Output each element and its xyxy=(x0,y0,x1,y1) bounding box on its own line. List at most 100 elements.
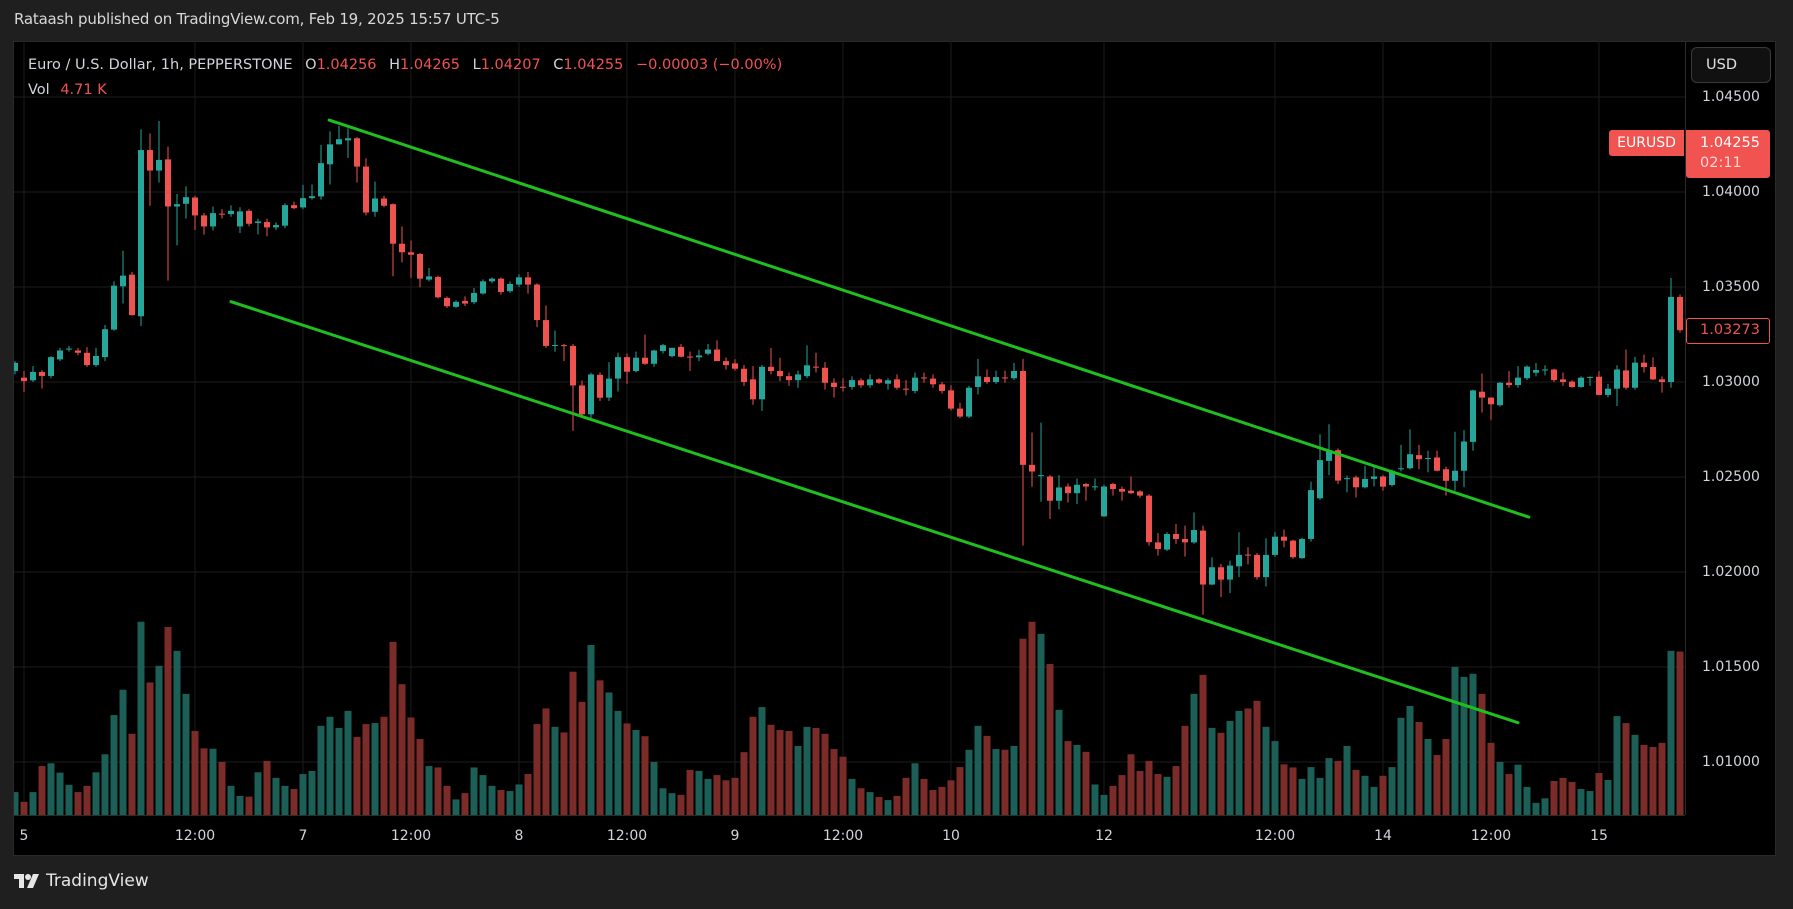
candle xyxy=(57,347,63,362)
volume-bar xyxy=(1001,749,1009,815)
time-tick-label: 12:00 xyxy=(822,828,864,844)
candle-body xyxy=(714,349,720,362)
candle-body xyxy=(993,377,999,383)
chart-legend: Euro / U.S. Dollar, 1h, PEPPERSTONE O1.0… xyxy=(28,54,782,104)
volume-bar xyxy=(758,707,766,815)
candle-body xyxy=(165,159,171,207)
volume-bar xyxy=(479,775,487,815)
candle xyxy=(84,347,90,367)
volume-bar xyxy=(1082,751,1090,815)
candle-body xyxy=(228,210,234,215)
candle-body xyxy=(102,329,108,358)
candle-body xyxy=(14,362,18,372)
candle xyxy=(165,146,171,281)
volume-bar xyxy=(1640,744,1648,815)
volume-bar xyxy=(1091,784,1099,815)
candle-body xyxy=(534,284,540,321)
candle-body xyxy=(1272,536,1278,555)
volume-bar xyxy=(92,772,100,815)
candle xyxy=(1281,529,1287,548)
symbol-title[interactable]: Euro / U.S. Dollar, 1h, PEPPERSTONE xyxy=(28,57,293,73)
volume-bar xyxy=(1541,798,1549,815)
candle xyxy=(462,296,468,307)
candle-body xyxy=(525,277,531,285)
candle-body xyxy=(687,356,693,358)
volume-bar xyxy=(1325,758,1333,815)
candle xyxy=(1146,494,1152,546)
candle-body xyxy=(1371,476,1377,479)
candle-body xyxy=(372,198,378,212)
volume-bar xyxy=(677,794,685,815)
candle-body xyxy=(579,385,585,415)
candle-body xyxy=(363,166,369,213)
candle-body xyxy=(1497,382,1503,406)
candle-body xyxy=(345,138,351,141)
volume-bar xyxy=(362,724,370,815)
candle-body xyxy=(255,221,261,224)
volume-bar xyxy=(911,763,919,815)
footer-brand[interactable]: TradingView xyxy=(14,871,149,891)
volume-bar xyxy=(128,733,136,815)
candle-body xyxy=(327,144,333,165)
volume-bar xyxy=(1271,741,1279,815)
candle-body xyxy=(867,379,873,386)
candle xyxy=(1470,389,1476,451)
volume-bar xyxy=(749,716,757,815)
candle xyxy=(1542,365,1548,376)
candle-body xyxy=(1533,370,1539,373)
candle-body xyxy=(201,215,207,227)
volume-bar xyxy=(20,801,28,815)
volume-bar xyxy=(1136,770,1144,815)
candle-body xyxy=(183,197,189,204)
candle-body xyxy=(489,278,495,282)
volume-bar xyxy=(1397,717,1405,815)
candle xyxy=(1065,483,1071,503)
time-axis[interactable]: 5 12:00 7 12:00 8 12:00 9 12:00 10 12 12:00 14 12:00… xyxy=(14,815,1685,856)
candle xyxy=(1155,533,1161,556)
candle-body xyxy=(1038,475,1044,477)
candle-body xyxy=(903,388,909,390)
volume-bar xyxy=(65,784,73,815)
volume-bar xyxy=(470,767,478,815)
volume-bar xyxy=(1262,726,1270,815)
volume-value: 4.71 K xyxy=(60,82,107,98)
candle-body xyxy=(1110,484,1116,489)
volume-bar xyxy=(1244,708,1252,815)
volume-bar xyxy=(443,785,451,815)
candle-body xyxy=(1407,454,1413,469)
candle-body xyxy=(1596,376,1602,395)
volume-bar xyxy=(209,748,217,815)
candle xyxy=(804,345,810,379)
volume-bar xyxy=(245,796,253,815)
volume-bar xyxy=(812,727,820,815)
price-axis[interactable]: 1.04500 1.04000 1.03500 1.03000 1.02500 1.020… xyxy=(1685,41,1776,815)
volume-bar xyxy=(650,761,658,815)
volume-bar xyxy=(857,788,865,815)
price-chart[interactable] xyxy=(14,41,1685,815)
candle xyxy=(120,250,126,304)
candle xyxy=(903,380,909,396)
volume-bar xyxy=(425,766,433,815)
volume-bar xyxy=(506,791,514,815)
candle xyxy=(1416,444,1422,470)
volume-bar xyxy=(1010,745,1018,815)
low-value: 1.04207 xyxy=(480,57,541,73)
volume-bar xyxy=(1568,782,1576,815)
candle xyxy=(1236,532,1242,578)
currency-button[interactable]: USD xyxy=(1691,47,1771,83)
candle-body xyxy=(957,408,963,417)
volume-bar xyxy=(668,793,676,815)
candle-body xyxy=(138,150,144,317)
volume-label[interactable]: Vol xyxy=(28,82,50,98)
volume-bar xyxy=(560,732,568,815)
candle xyxy=(858,378,864,388)
candle-body xyxy=(453,301,459,307)
volume-bar xyxy=(1019,638,1027,815)
volume-bar xyxy=(1208,727,1216,815)
close-value: 1.04255 xyxy=(563,57,624,73)
volume-bars xyxy=(14,621,1684,815)
candle-body xyxy=(975,376,981,387)
candle-body xyxy=(822,367,828,383)
candle xyxy=(831,378,837,398)
volume-bar xyxy=(14,792,19,815)
